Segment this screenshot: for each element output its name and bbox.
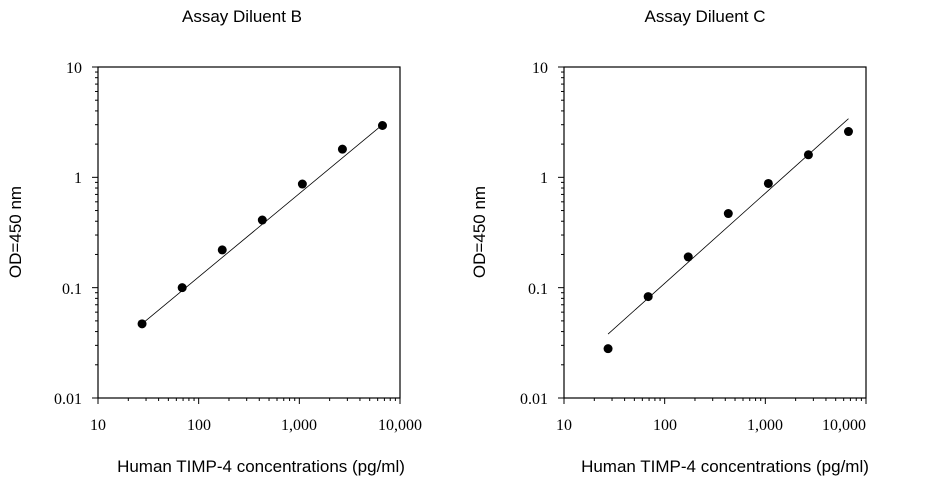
chart-b-data-point bbox=[337, 144, 347, 154]
chart-b-plot-frame bbox=[97, 66, 401, 399]
chart-c-data-point bbox=[763, 178, 773, 188]
chart-b-tick-marks bbox=[92, 66, 401, 404]
chart-c-tick-marks bbox=[558, 66, 867, 404]
chart-b-xtick-10: 10 bbox=[90, 417, 106, 434]
chart-c-data-point bbox=[643, 292, 653, 302]
chart-b-data-point bbox=[257, 215, 267, 225]
chart-b-ytick-1: 1 bbox=[74, 170, 82, 187]
chart-c-data-point bbox=[803, 150, 813, 160]
chart-b-data-point bbox=[297, 179, 307, 189]
chart-b-data-point bbox=[177, 283, 187, 293]
chart-b-xtick-100: 100 bbox=[187, 417, 211, 434]
chart-c-marks bbox=[558, 66, 867, 404]
chart-b-ytick-0.01: 0.01 bbox=[54, 391, 82, 408]
chart-b-xtick-10000: 10,000 bbox=[378, 417, 422, 434]
chart-b-xlabel: Human TIMP-4 concentrations (pg/ml) bbox=[117, 457, 405, 476]
chart-c-plot-frame bbox=[563, 66, 867, 399]
chart-c-ytick-0.1: 0.1 bbox=[528, 281, 548, 298]
chart-b-ticks: 10 1 0.1 0.01 10 100 1,000 10,000 bbox=[54, 60, 422, 434]
chart-b-ylabel: OD=450 nm bbox=[6, 186, 25, 278]
chart-c-ylabel: OD=450 nm bbox=[470, 186, 489, 278]
chart-b: Assay Diluent B 10 1 0.1 0.01 10 100 1,0… bbox=[6, 7, 422, 476]
chart-c-data-point bbox=[683, 252, 693, 262]
chart-c-data-point bbox=[723, 209, 733, 219]
chart-c-fit-line bbox=[607, 118, 849, 335]
chart-c: Assay Diluent C 10 1 0.1 0.01 10 100 1,0… bbox=[470, 7, 869, 476]
chart-b-data-point bbox=[217, 245, 227, 255]
chart-b-ytick-10: 10 bbox=[66, 60, 82, 77]
chart-b-data-point bbox=[137, 319, 147, 329]
chart-c-xtick-1000: 1,000 bbox=[747, 417, 783, 434]
chart-b-data-point bbox=[377, 120, 387, 130]
chart-b-xtick-1000: 1,000 bbox=[281, 417, 317, 434]
chart-c-data-point bbox=[843, 127, 853, 137]
chart-c-xtick-10000: 10,000 bbox=[822, 417, 866, 434]
chart-c-ytick-10: 10 bbox=[532, 60, 548, 77]
chart-b-marks bbox=[92, 66, 401, 404]
chart-c-title: Assay Diluent C bbox=[645, 7, 766, 26]
chart-c-xtick-100: 100 bbox=[653, 417, 677, 434]
chart-c-xtick-10: 10 bbox=[556, 417, 572, 434]
chart-c-data-point bbox=[603, 344, 613, 354]
chart-c-ytick-1: 1 bbox=[540, 170, 548, 187]
chart-c-ticks: 10 1 0.1 0.01 10 100 1,000 10,000 bbox=[520, 60, 866, 434]
chart-c-xlabel: Human TIMP-4 concentrations (pg/ml) bbox=[581, 457, 869, 476]
chart-b-ytick-0.1: 0.1 bbox=[62, 281, 82, 298]
chart-c-ytick-0.01: 0.01 bbox=[520, 391, 548, 408]
chart-b-title: Assay Diluent B bbox=[182, 7, 302, 26]
